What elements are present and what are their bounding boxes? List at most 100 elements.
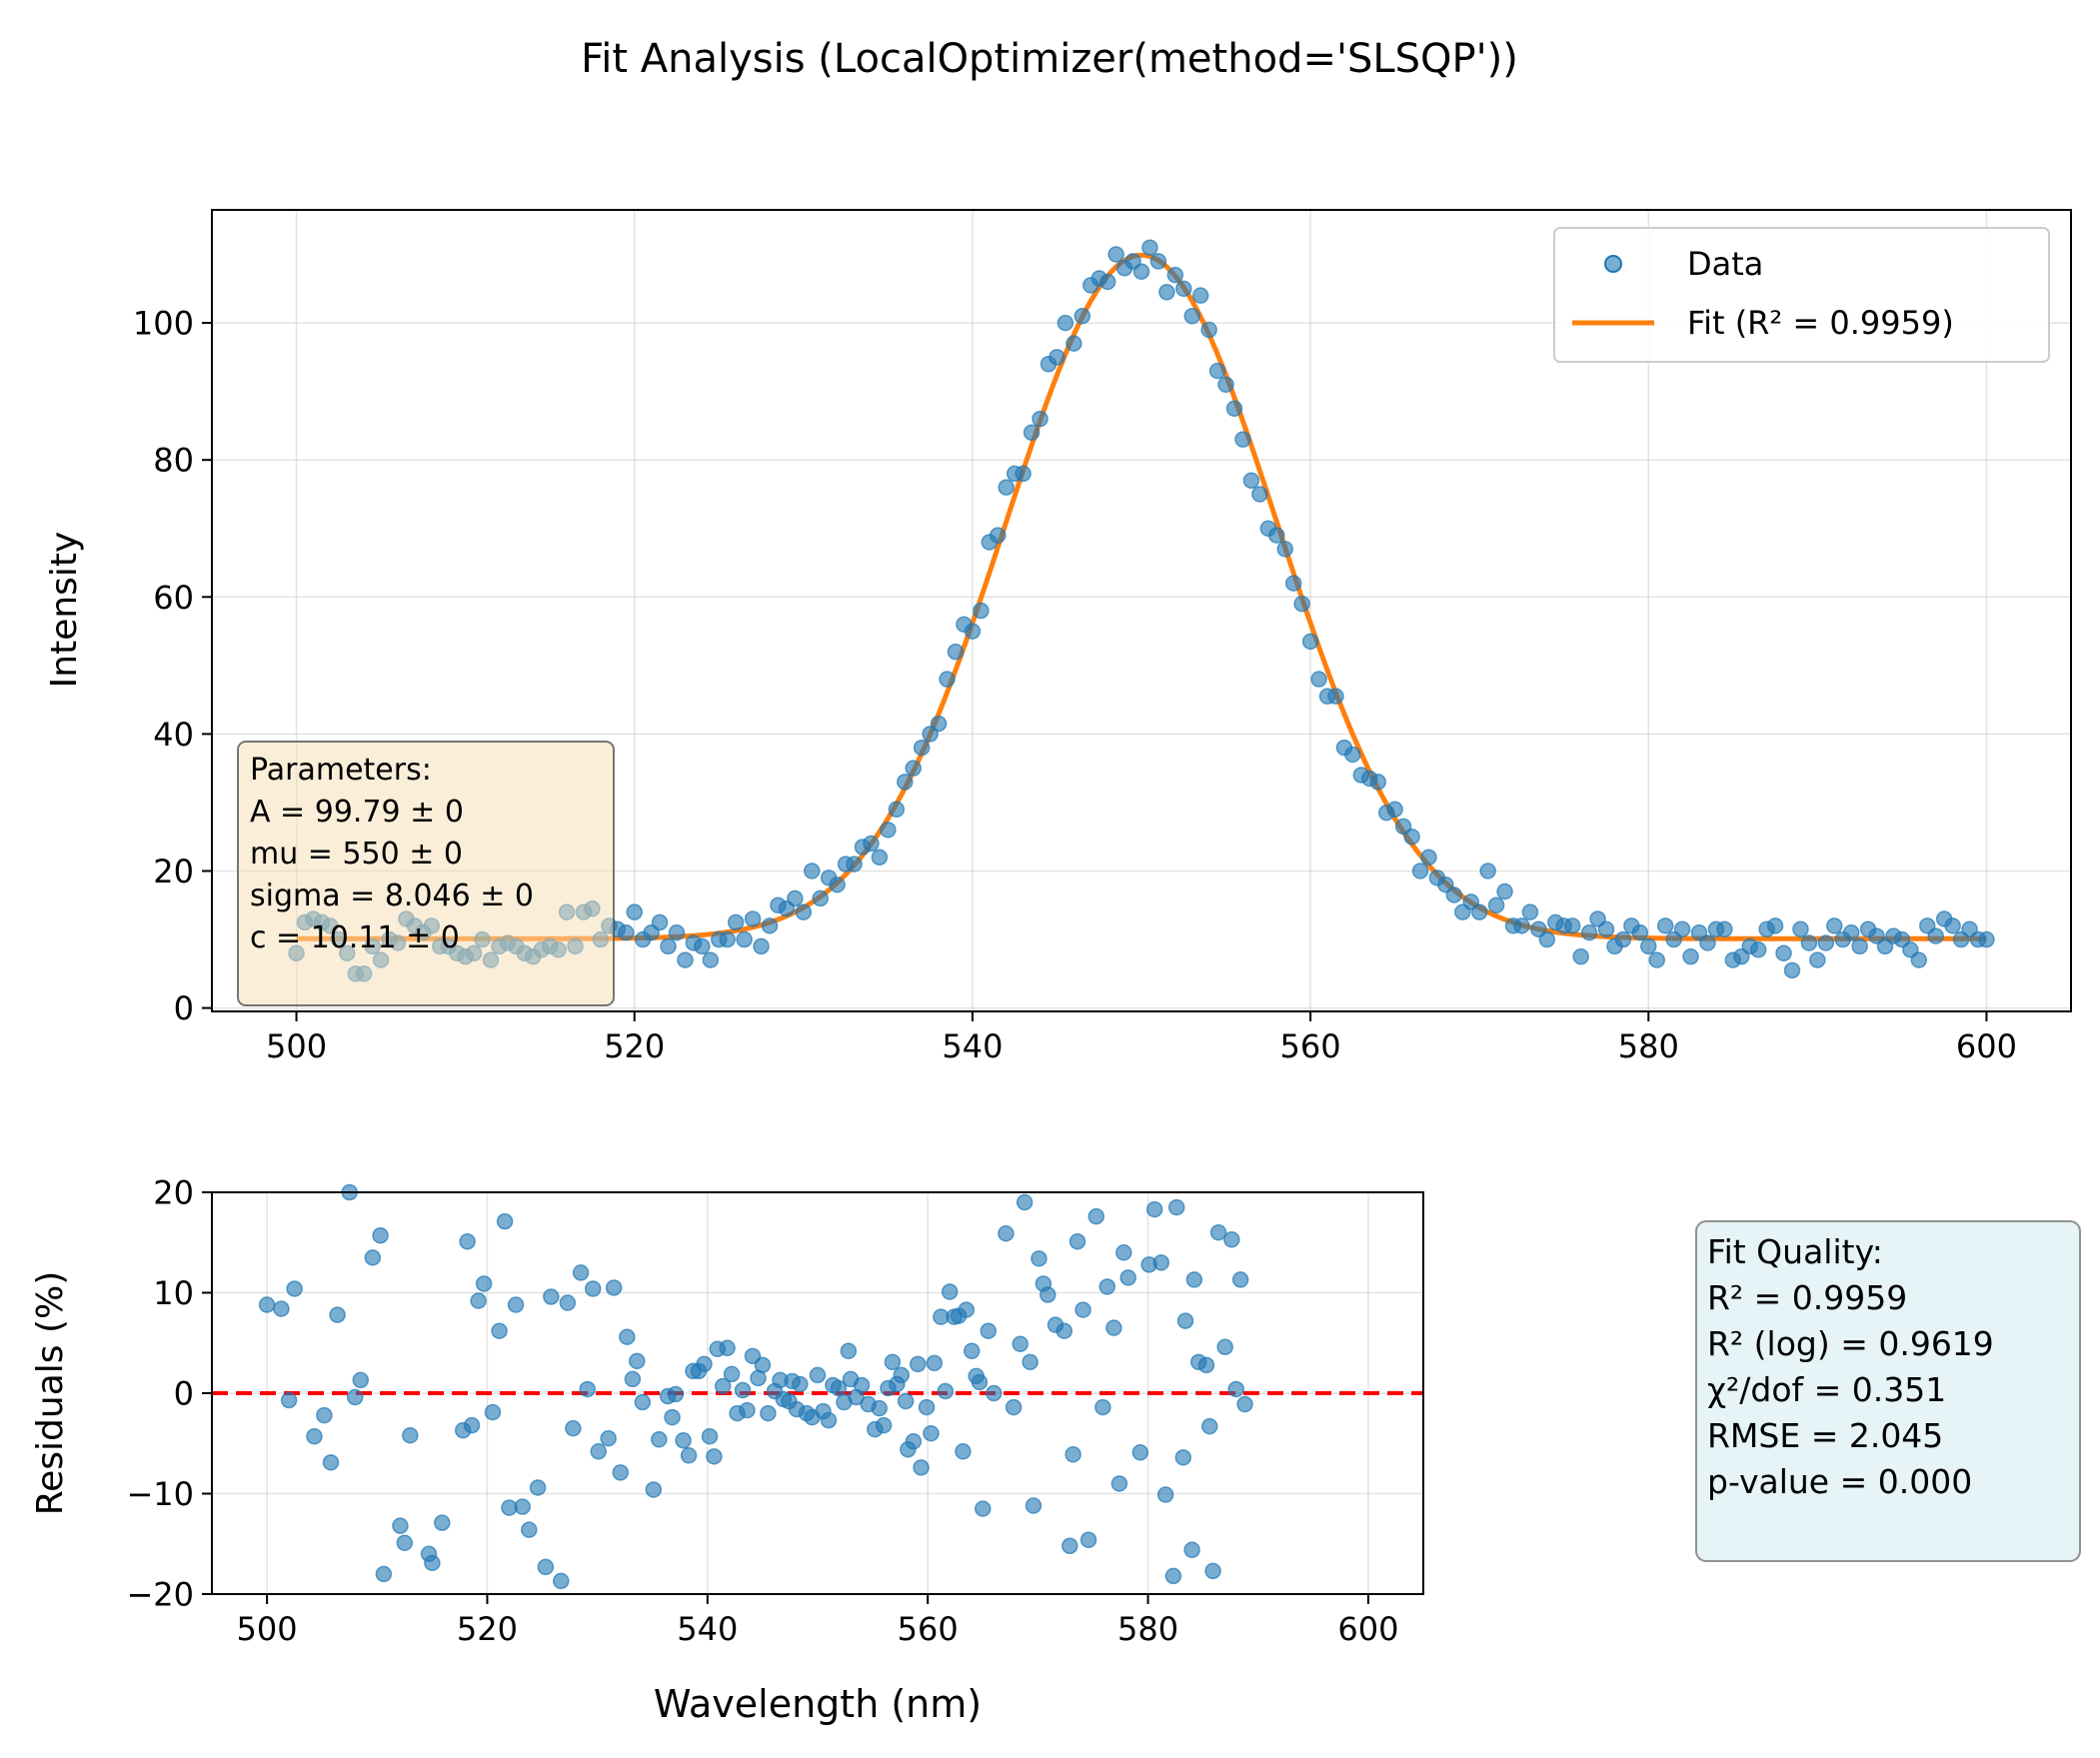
residual-point <box>434 1514 451 1531</box>
data-point <box>795 903 813 920</box>
residual-point <box>1174 1449 1192 1466</box>
residual-point <box>913 1459 930 1476</box>
residual-point <box>754 1356 772 1374</box>
main-x-tick-label: 560 <box>1280 1027 1341 1065</box>
data-point <box>1716 920 1733 937</box>
data-point <box>1293 595 1310 613</box>
residual-point <box>706 1448 723 1465</box>
data-point <box>1149 253 1167 270</box>
residuals-y-tick-label: −10 <box>126 1475 194 1513</box>
data-point <box>1580 923 1598 941</box>
residual-point <box>645 1481 663 1498</box>
residual-point <box>792 1375 809 1393</box>
residual-point <box>1012 1335 1029 1353</box>
residual-point <box>372 1226 389 1244</box>
residual-point <box>1119 1269 1136 1286</box>
residual-point <box>1079 1531 1097 1548</box>
residual-point <box>1105 1319 1122 1336</box>
residual-point <box>1110 1475 1128 1492</box>
residual-point <box>514 1498 531 1515</box>
residual-point <box>734 1381 752 1399</box>
residuals-y-tick-label: −20 <box>126 1576 194 1614</box>
data-point <box>939 671 956 688</box>
main-x-tick-label: 600 <box>1956 1027 2017 1065</box>
residual-point <box>1098 1278 1116 1295</box>
main-x-tick-label: 500 <box>266 1027 327 1065</box>
residual-point <box>1016 1193 1034 1211</box>
main-y-tick-label: 60 <box>153 579 194 617</box>
residual-point <box>696 1355 713 1373</box>
residuals-data-points <box>258 1183 1253 1590</box>
residual-point <box>739 1401 756 1419</box>
residuals-x-tick-label: 600 <box>1337 1610 1398 1648</box>
fit-quality-background <box>1695 1220 2081 1562</box>
residual-point <box>392 1517 409 1534</box>
data-point <box>1301 633 1319 651</box>
fit-quality-line-4: χ²/dof = 0.351 <box>1707 1370 1946 1409</box>
data-point <box>1327 688 1344 705</box>
data-point <box>1910 951 1928 968</box>
main-plot-frame <box>211 209 2072 1012</box>
data-point <box>1597 920 1615 937</box>
data-point <box>660 937 677 955</box>
residual-point <box>559 1294 577 1311</box>
residual-point <box>1074 1301 1091 1318</box>
residual-point <box>958 1301 975 1318</box>
residual-point <box>375 1565 393 1583</box>
data-point <box>973 602 990 620</box>
residual-point <box>926 1354 944 1372</box>
residual-point <box>923 1424 940 1442</box>
data-point <box>1699 934 1716 951</box>
residual-point <box>496 1212 514 1230</box>
data-point <box>1563 917 1581 934</box>
data-point <box>1132 263 1150 280</box>
residuals-y-tick-label: 10 <box>153 1274 194 1312</box>
fit-quality-line-6: p-value = 0.000 <box>1707 1462 1972 1501</box>
residual-point <box>605 1279 623 1296</box>
data-point <box>1775 944 1792 961</box>
parameters-line-5: c = 10.11 ± 0 <box>250 920 460 955</box>
parameters-box <box>237 741 615 1006</box>
data-point <box>1682 947 1699 965</box>
data-point <box>761 917 779 934</box>
residual-point <box>537 1558 555 1576</box>
data-point <box>1479 863 1496 879</box>
legend: Data Fit (R² = 0.9959) <box>1553 227 2050 363</box>
residual-point <box>1061 1537 1078 1555</box>
residual-point <box>1200 1417 1218 1435</box>
residual-point <box>306 1427 323 1445</box>
data-point <box>871 849 889 867</box>
data-point <box>1792 920 1809 937</box>
data-point <box>1614 930 1632 948</box>
residual-point <box>871 1399 888 1417</box>
data-point <box>1445 886 1463 903</box>
residual-point <box>937 1382 955 1400</box>
data-point <box>1023 424 1041 442</box>
residual-point <box>941 1283 959 1300</box>
data-point <box>897 774 914 791</box>
residual-point <box>1145 1200 1163 1218</box>
data-point <box>913 739 931 757</box>
data-point <box>1572 947 1589 965</box>
main-y-tick-label: 80 <box>153 442 194 480</box>
data-point <box>1200 321 1217 339</box>
data-point <box>694 937 711 955</box>
data-point <box>736 930 753 948</box>
data-point <box>1225 400 1243 418</box>
data-point <box>1842 923 1860 941</box>
fit-quality-line-5: RMSE = 2.045 <box>1707 1416 1943 1455</box>
residual-point <box>1197 1356 1215 1374</box>
residual-point <box>463 1416 481 1434</box>
residual-point <box>1094 1398 1111 1416</box>
residuals-x-tick-label: 500 <box>237 1610 298 1648</box>
residual-point <box>980 1322 998 1339</box>
data-point <box>1851 937 1868 955</box>
data-point <box>1234 431 1251 448</box>
residual-point <box>1183 1541 1200 1559</box>
residual-point <box>612 1464 630 1481</box>
data-point <box>888 801 906 819</box>
residuals-plot-panel: 500 520 540 560 580 600 −20 −10 0 10 20 Residuals… <box>30 1174 1424 1726</box>
data-point <box>998 479 1015 496</box>
data-point <box>753 937 770 955</box>
